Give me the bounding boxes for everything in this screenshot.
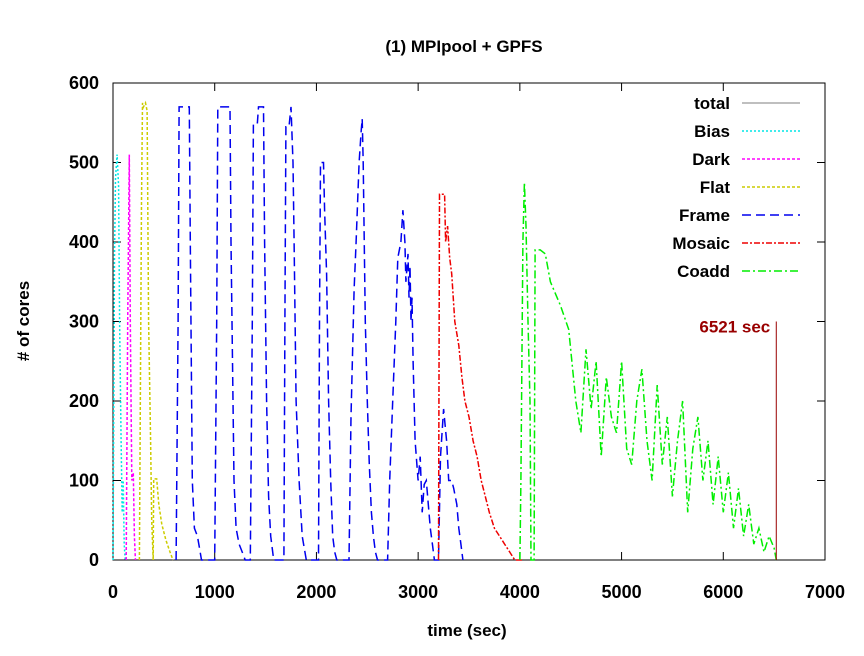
series-line-frame [175, 106, 464, 561]
y-tick-label: 0 [89, 550, 99, 570]
y-axis-label: # of cores [14, 281, 33, 361]
x-tick-label: 7000 [805, 582, 845, 602]
y-tick-label: 500 [69, 153, 99, 173]
legend-label-dark: Dark [692, 150, 730, 169]
series-line-flat [138, 100, 174, 561]
series-line-mosaic [437, 193, 522, 561]
annotation-label: 6521 sec [699, 318, 770, 337]
y-tick-label: 100 [69, 471, 99, 491]
x-tick-label: 0 [108, 582, 118, 602]
legend-label-mosaic: Mosaic [672, 234, 730, 253]
series-line-coadd [519, 182, 778, 561]
x-tick-label: 6000 [703, 582, 743, 602]
y-tick-label: 400 [69, 232, 99, 252]
plot-area [112, 100, 778, 561]
x-tick-label: 2000 [296, 582, 336, 602]
axis-ticks: 0 1000 2000 3000 4000 5000 6000 7000 0 100 200 300 4… [69, 73, 845, 602]
series-line-dark [125, 154, 137, 561]
series-line-bias [112, 154, 126, 561]
y-tick-label: 200 [69, 391, 99, 411]
annotation: 6521 sec [699, 318, 777, 560]
x-tick-label: 5000 [602, 582, 642, 602]
legend-label-total: total [694, 94, 730, 113]
x-tick-label: 3000 [398, 582, 438, 602]
x-tick-label: 4000 [500, 582, 540, 602]
y-tick-label: 300 [69, 312, 99, 332]
chart-title: (1) MPIpool + GPFS [385, 37, 542, 56]
legend: total Bias Dark Flat Frame Mosaic Coadd [672, 94, 800, 281]
legend-label-coadd: Coadd [677, 262, 730, 281]
y-tick-label: 600 [69, 73, 99, 93]
legend-label-bias: Bias [694, 122, 730, 141]
legend-label-flat: Flat [700, 178, 731, 197]
x-tick-label: 1000 [195, 582, 235, 602]
x-axis-label: time (sec) [427, 621, 506, 640]
legend-label-frame: Frame [679, 206, 730, 225]
